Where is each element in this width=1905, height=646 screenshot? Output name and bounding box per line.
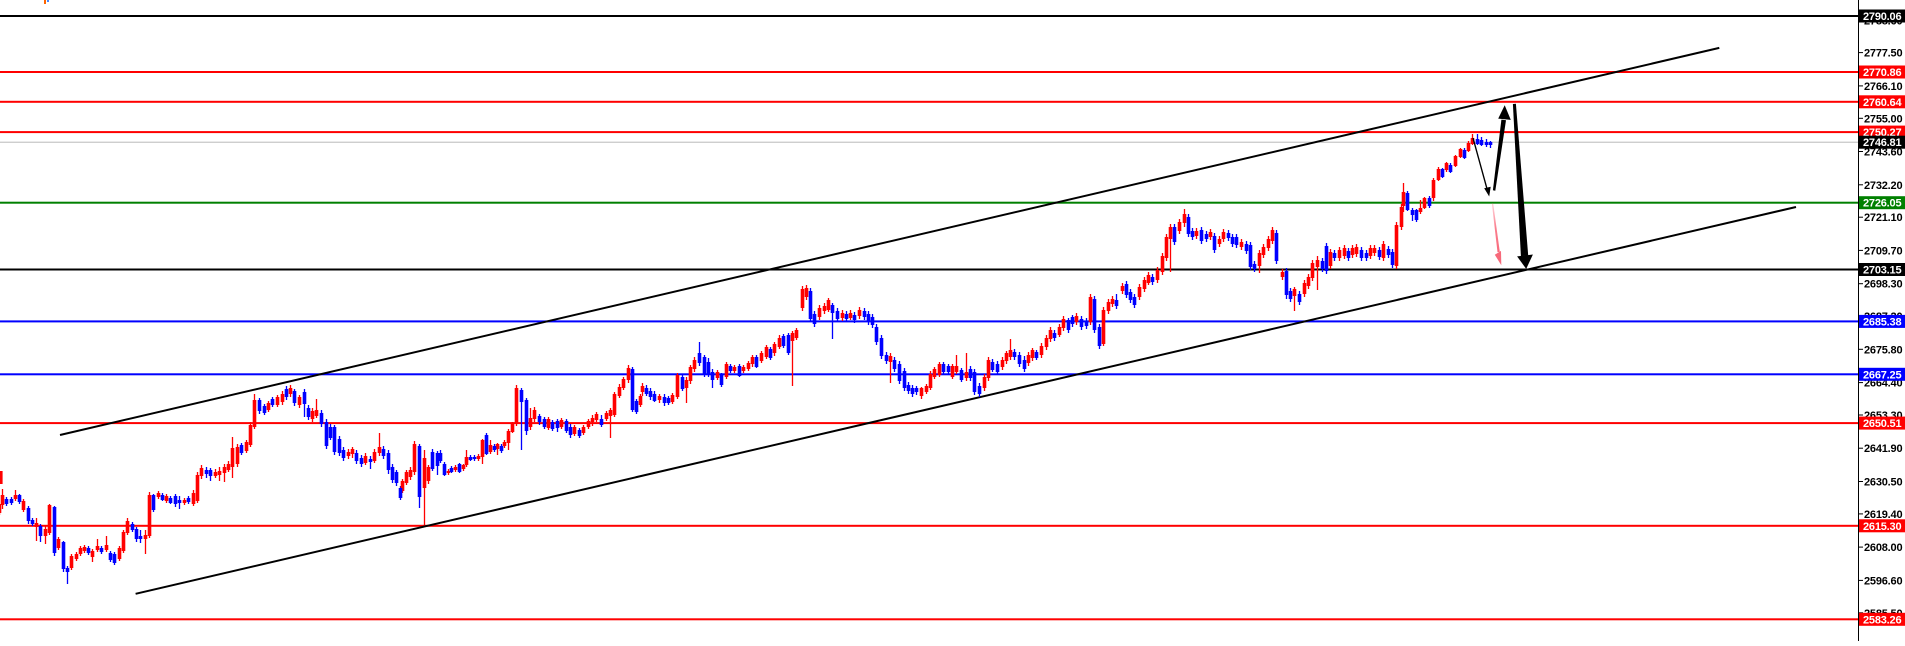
svg-text:2698.30: 2698.30 (1864, 279, 1902, 291)
svg-text:2703.15: 2703.15 (1863, 265, 1901, 277)
svg-text:2746.81: 2746.81 (1863, 137, 1901, 149)
svg-text:2641.90: 2641.90 (1864, 443, 1902, 455)
svg-text:2790.06: 2790.06 (1863, 11, 1901, 23)
svg-text:2675.80: 2675.80 (1864, 344, 1902, 356)
svg-text:2608.00: 2608.00 (1864, 542, 1902, 554)
svg-text:2770.86: 2770.86 (1863, 67, 1901, 79)
svg-text:2685.38: 2685.38 (1863, 316, 1901, 328)
svg-text:2732.20: 2732.20 (1864, 180, 1902, 192)
svg-text:2630.50: 2630.50 (1864, 477, 1902, 489)
svg-text:2583.26: 2583.26 (1863, 614, 1901, 626)
svg-text:2726.05: 2726.05 (1863, 198, 1901, 210)
svg-text:2619.40: 2619.40 (1864, 509, 1902, 521)
svg-text:2667.25: 2667.25 (1863, 369, 1901, 381)
svg-text:2615.30: 2615.30 (1863, 521, 1901, 533)
svg-text:2721.10: 2721.10 (1864, 212, 1902, 224)
svg-text:2650.51: 2650.51 (1863, 418, 1901, 430)
svg-text:2766.10: 2766.10 (1864, 81, 1902, 93)
svg-text:2755.00: 2755.00 (1864, 113, 1902, 125)
svg-text:2743.60: 2743.60 (1864, 147, 1902, 159)
svg-text:2760.64: 2760.64 (1863, 97, 1902, 109)
svg-text:2709.70: 2709.70 (1864, 245, 1902, 257)
svg-text:2596.60: 2596.60 (1864, 575, 1902, 587)
svg-text:2777.50: 2777.50 (1864, 48, 1902, 60)
